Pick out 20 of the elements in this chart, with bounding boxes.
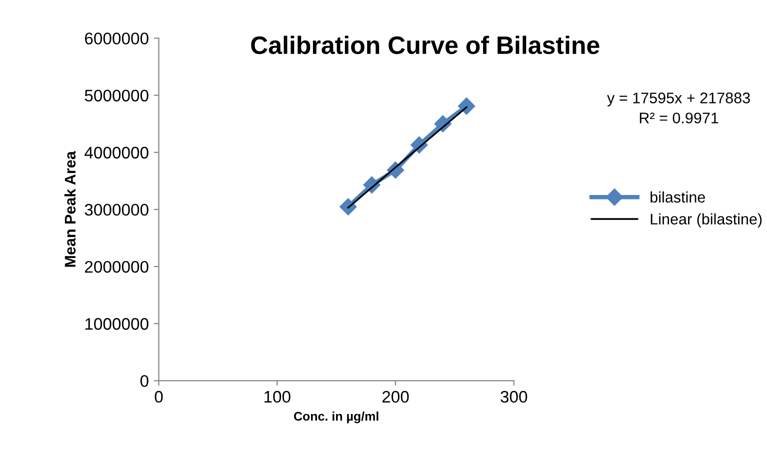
x-tick-label: 200 bbox=[382, 390, 409, 403]
y-tick-label: 4000000 bbox=[84, 146, 148, 159]
x-tick-label: 0 bbox=[154, 390, 163, 403]
x-tick-label: 300 bbox=[500, 390, 528, 403]
y-tick-label: 3000000 bbox=[84, 204, 148, 216]
text: y = 17595x + 217883 bbox=[607, 92, 750, 106]
point bbox=[340, 198, 357, 216]
y-tick-label: 5000000 bbox=[84, 90, 148, 102]
legend-label: Linear (bilastine) bbox=[650, 213, 762, 228]
y-tick-label: 1000000 bbox=[85, 318, 148, 330]
text: R² = 0.9971 bbox=[640, 112, 718, 124]
legend-label: bilastine bbox=[650, 191, 705, 203]
y-tick-label: 0 bbox=[140, 375, 148, 387]
chart-title: Calibration Curve of Bilastine bbox=[251, 36, 600, 54]
x-axis-title: Conc. in µg/ml bbox=[294, 412, 378, 424]
x-tick-label: 100 bbox=[264, 390, 290, 403]
y-tick-label: 6000000 bbox=[85, 32, 148, 44]
y-tick-label: 2000000 bbox=[85, 260, 148, 273]
y-axis-title: Mean Peak Area bbox=[64, 151, 76, 267]
point bbox=[458, 98, 476, 115]
